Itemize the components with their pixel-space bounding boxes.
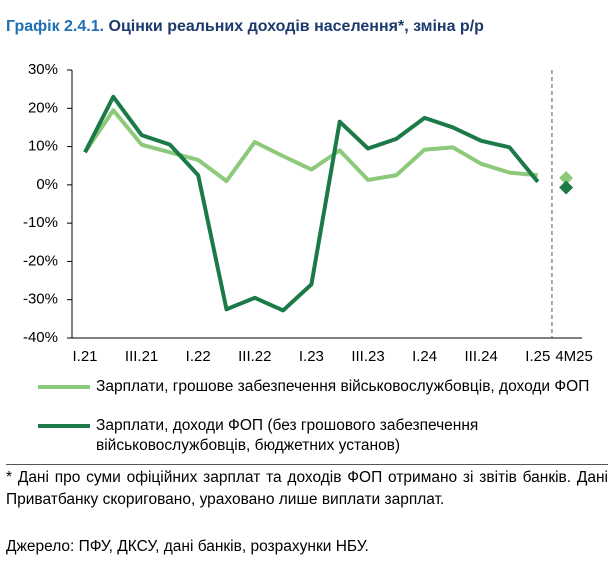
y-tick-label: -30%	[23, 291, 58, 308]
y-tick-label: -10%	[23, 214, 58, 231]
title: Графік 2.4.1. Оцінки реальних доходів на…	[6, 18, 484, 36]
x-tick-label: 4M25	[555, 348, 593, 365]
chart-number: Графік 2.4.1.	[6, 18, 105, 35]
legend-label: Зарплати, доходи ФОП (без грошового забе…	[96, 417, 479, 454]
x-tick-label: III.23	[351, 348, 384, 365]
x-tick-label: III.22	[238, 348, 271, 365]
x-tick-label: III.21	[125, 348, 158, 365]
legend-label: Зарплати, грошове забезпечення військово…	[96, 378, 590, 395]
series-line	[83, 94, 540, 313]
y-tick-label: 10%	[28, 138, 58, 155]
x-tick-label: I.23	[299, 348, 324, 365]
legend-swatch	[38, 385, 90, 389]
x-tick-label: I.22	[186, 348, 211, 365]
y-tick-label: -20%	[23, 252, 58, 269]
x-tick-label: I.24	[412, 348, 437, 365]
y-tick-label: -40%	[23, 329, 58, 346]
y-tick-label: 0%	[36, 176, 58, 193]
x-tick-label: III.24	[465, 348, 498, 365]
footnote: * Дані про суми офіційних зарплат та дох…	[6, 464, 608, 511]
x-tick-label: I.25	[525, 348, 550, 365]
chart-title: Оцінки реальних доходів населення*, змін…	[108, 18, 484, 35]
x-tick-label: I.21	[72, 348, 97, 365]
chart: -40% -30% -20% -10% 0% 10% 20% 30% I.21 III.21 I.2…	[23, 61, 593, 365]
source: Джерело: ПФУ, ДКСУ, дані банків, розраху…	[6, 538, 369, 555]
marker	[559, 170, 574, 185]
y-tick-label: 20%	[28, 99, 58, 116]
marker	[559, 180, 574, 195]
legend-swatch	[38, 424, 90, 428]
series-line	[83, 108, 538, 184]
y-tick-label: 30%	[28, 61, 58, 78]
